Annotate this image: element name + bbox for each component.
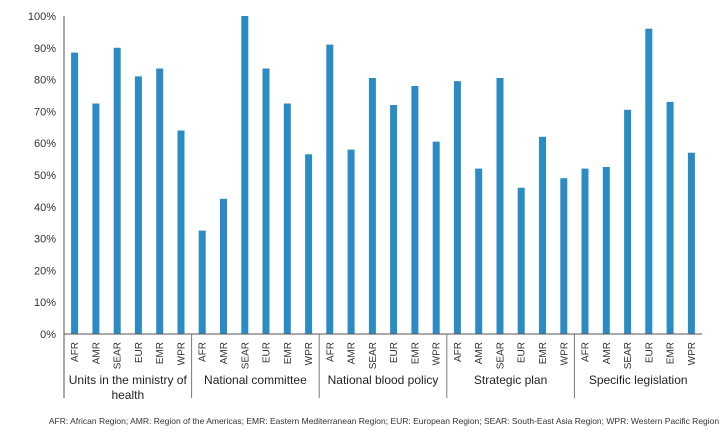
x-tick-label: SEAR [240,342,251,369]
bar [390,105,398,334]
x-tick-label: AFR [325,342,336,362]
group-label: Specific legislation [589,373,688,387]
bar [666,101,674,335]
group-label: Strategic plan [474,373,547,387]
x-tick-label: EMR [410,342,421,364]
y-tick-label: 0% [40,329,56,341]
bar [517,187,525,334]
bar [305,154,313,334]
bar [262,68,270,334]
x-tick-label: SEAR [368,342,379,369]
x-tick-label: AMR [602,342,613,364]
bar [134,76,142,335]
x-tick-label: AFR [198,342,209,362]
x-tick-label: WPR [176,342,187,365]
bar [347,149,355,334]
x-tick-label: WPR [559,342,570,365]
bar [411,86,419,334]
x-tick-label: EMR [283,342,294,364]
x-tick-label: EMR [666,342,677,364]
x-axis: AFR AMR SEAR EUR EMR WPR Units in the ministry… [64,333,702,402]
x-tick-label: AFR [70,342,81,362]
x-tick-label: AFR [453,342,464,362]
bar [283,103,291,334]
y-tick-label: 20% [34,265,56,277]
y-tick-label: 80% [34,75,56,87]
group-label: National blood policy [328,373,439,387]
x-tick-label: SEAR [495,342,506,369]
x-tick-label: AFR [581,342,592,362]
y-tick-label: 10% [34,297,56,309]
x-tick-label: EMR [538,342,549,364]
x-tick-label: WPR [304,342,315,365]
chart-footnote: AFR: African Region; AMR: Region of the … [49,416,720,426]
bar [645,28,653,334]
x-tick-label: EUR [644,342,655,363]
x-tick-label: AMR [474,342,485,364]
bar [687,152,695,334]
bar [326,44,334,334]
bar [71,52,79,334]
y-tick-label: 100% [28,11,56,23]
x-tick-label: AMR [219,342,230,364]
bar [581,168,589,334]
bar [92,103,100,334]
x-tick-label: EUR [262,342,273,363]
group-label: National committee [204,373,307,387]
y-tick-label: 50% [34,170,56,182]
x-tick-label: SEAR [623,342,634,369]
bar [624,109,632,334]
x-tick-label: AMR [91,342,102,364]
bar [220,198,227,334]
y-tick-label: 30% [34,234,56,246]
bar [368,78,376,334]
y-tick-label: 40% [34,202,56,214]
bar [496,78,504,334]
bar [475,168,483,334]
x-tick-label: WPR [687,342,698,365]
y-tick-label: 90% [34,43,56,55]
bar [156,68,164,334]
bar [560,178,568,334]
x-tick-label: EUR [134,342,145,363]
bar [539,136,546,334]
group-label: Units in the ministry of [69,373,188,387]
bars [71,16,695,335]
bar [241,16,249,334]
x-tick-label: EMR [155,342,166,364]
x-tick-label: EUR [389,342,400,363]
x-tick-label: AMR [347,342,358,364]
group-label: health [111,388,144,402]
x-tick-label: EUR [517,342,528,363]
bar [453,81,461,334]
y-tick-label: 70% [34,106,56,118]
y-tick-label: 60% [34,138,56,150]
bar [177,130,185,334]
y-axis: 0% 10% 20% 30% 40% 50% 60% 70% 80% 90% 100% [28,11,65,398]
bar [602,167,610,334]
bar [432,141,440,334]
x-tick-label: WPR [432,342,443,365]
bar [198,230,206,334]
x-tick-label: SEAR [113,342,124,369]
bar [113,47,121,335]
